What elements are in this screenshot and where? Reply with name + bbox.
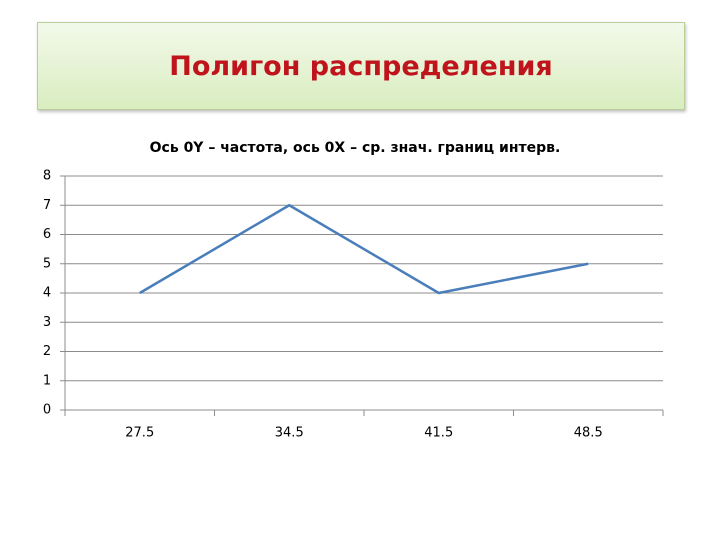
y-tick-label: 8 <box>43 169 51 184</box>
y-tick-label: 7 <box>43 198 51 213</box>
y-tick-label: 1 <box>43 373 51 388</box>
x-tick-label: 27.5 <box>125 426 154 441</box>
y-tick-label: 4 <box>43 286 51 301</box>
x-tick-label: 34.5 <box>275 426 304 441</box>
y-tick-label: 5 <box>43 256 51 271</box>
x-tick-label: 48.5 <box>574 426 603 441</box>
slide-title: Полигон распределения <box>169 50 553 82</box>
y-tick-label: 0 <box>43 403 51 418</box>
y-tick-label: 6 <box>43 227 51 242</box>
data-line <box>139 203 589 295</box>
title-box: Полигон распределения <box>37 22 685 110</box>
x-tick-label: 41.5 <box>424 426 453 441</box>
chart-title: Ось 0Y – частота, ось 0X – ср. знач. гра… <box>150 140 561 156</box>
y-tick-label: 2 <box>43 344 51 359</box>
y-tick-label: 3 <box>43 315 51 330</box>
